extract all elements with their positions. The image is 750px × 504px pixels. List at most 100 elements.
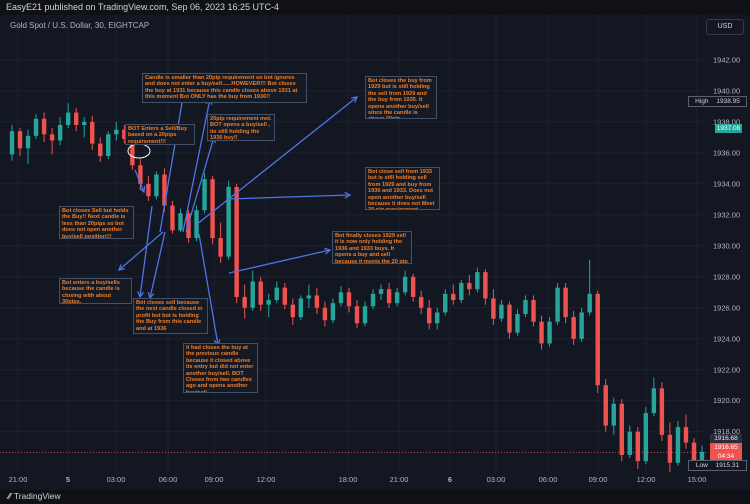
candle-body <box>547 321 552 344</box>
candle-body <box>515 313 520 333</box>
candles <box>9 103 705 472</box>
candle-body <box>467 283 472 290</box>
last-price-value: 1916.65 <box>714 444 738 451</box>
candle-body <box>338 292 344 304</box>
y-tick-label: 1926.00 <box>713 303 740 312</box>
candle-body <box>98 143 103 156</box>
x-tick-label: 06:00 <box>539 475 558 484</box>
candle-body <box>402 276 408 293</box>
candle-body <box>691 442 697 463</box>
y-tick-label: 1920.00 <box>713 396 740 405</box>
annotation-arrow-head <box>344 191 352 199</box>
candle-body <box>57 124 63 141</box>
candle-body <box>410 276 416 297</box>
footer-bar: ⁄⁄ TradingView <box>0 490 750 504</box>
countdown-value: 04:34 <box>717 453 735 460</box>
candle-body <box>146 183 151 197</box>
annotation-arrow-line <box>159 96 184 233</box>
candle-body <box>659 388 665 435</box>
x-tick-label: 21:00 <box>390 475 409 484</box>
candle-body <box>627 431 632 455</box>
y-tick-label: 1938.00 <box>713 117 740 126</box>
candle-body <box>587 293 592 313</box>
x-tick-label: 06:00 <box>159 475 178 484</box>
x-tick-label: 6 <box>448 475 452 484</box>
candle-body <box>555 287 560 322</box>
candle-body <box>675 427 681 463</box>
candle-body <box>539 321 544 344</box>
tradingview-logo-icon: ⁄⁄ <box>8 491 11 501</box>
candle-body <box>386 289 392 304</box>
candle-body <box>290 304 296 318</box>
candle-body <box>571 317 576 339</box>
annotation-arrow-line <box>149 231 166 299</box>
candle-body <box>65 112 71 125</box>
annotation-box: it had closes the buy at the previous ca… <box>183 343 258 393</box>
candle-body <box>499 304 504 319</box>
annotation-arrow-head <box>138 185 146 194</box>
candle-body <box>49 134 55 141</box>
price-axis[interactable]: 1942.00 1940.00 1938.00 1936.00 1934.00 1932.… <box>713 55 740 436</box>
x-tick-label: 21:00 <box>9 475 28 484</box>
y-tick-label: 1932.00 <box>713 210 740 219</box>
x-tick-label: 03:00 <box>107 475 126 484</box>
candle-body <box>523 300 528 314</box>
candle-body <box>73 112 79 125</box>
candle-body <box>667 434 673 463</box>
last-price-tag: 1916.65 04:34 <box>710 443 742 461</box>
candle-body <box>643 413 649 462</box>
annotation-arrow-line <box>195 96 358 226</box>
annotation-box: Bot closes the buy from 1929 but is stil… <box>365 76 437 119</box>
y-tick-label: 1934.00 <box>713 179 740 188</box>
candle-body <box>130 138 135 166</box>
candle-body <box>619 403 624 455</box>
candle-body <box>218 238 223 257</box>
candle-body <box>531 300 536 322</box>
candle-body <box>106 134 111 156</box>
time-axis[interactable]: 21:00 5 03:00 06:00 09:00 12:00 18:00 21:00 6 03:… <box>9 475 707 484</box>
x-tick-label: 15:00 <box>688 475 707 484</box>
candle-body <box>90 121 95 144</box>
current-price-tag: 1937.08 <box>715 124 742 133</box>
symbol-title[interactable]: Gold Spot / U.S. Dollar, 30, EIGHTCAP <box>10 21 150 30</box>
tradingview-logo[interactable]: ⁄⁄ TradingView <box>8 491 61 501</box>
candle-body <box>17 131 23 149</box>
candle-body <box>226 186 231 257</box>
annotation-arrow-head <box>117 264 126 271</box>
currency-button[interactable]: USD <box>706 19 744 35</box>
tradingview-logo-text: TradingView <box>13 491 61 501</box>
high-value: 1938.95 <box>716 98 740 105</box>
candle-body <box>178 213 183 231</box>
candle-body <box>370 293 376 307</box>
low-value: 1915.31 <box>715 462 740 469</box>
x-tick-label: 03:00 <box>487 475 506 484</box>
candle-body <box>234 186 239 297</box>
candle-body <box>330 303 336 321</box>
candle-body <box>298 298 304 318</box>
candle-body <box>122 129 127 139</box>
candle-body <box>346 292 352 307</box>
annotation-box: Bot closes Sell but holds the Buy!! Next… <box>59 206 134 239</box>
annotation-arrow-line <box>185 136 215 233</box>
candle-body <box>306 295 312 299</box>
candle-body <box>418 296 424 308</box>
y-tick-label: 1924.00 <box>713 334 740 343</box>
annotation-box: Bot close sell from 1933 but is still ho… <box>365 167 440 210</box>
candle-body <box>154 174 159 197</box>
candle-body <box>138 165 143 184</box>
candle-body <box>491 298 496 319</box>
candle-body <box>603 385 608 426</box>
candle-body <box>579 312 584 339</box>
high-price-tag: High 1938.95 <box>688 96 747 107</box>
x-tick-label: 5 <box>66 475 70 484</box>
candle-body <box>242 296 247 308</box>
annotation-arrow-line <box>134 169 145 193</box>
candle-body <box>170 205 175 231</box>
candle-body <box>210 179 215 239</box>
candle-body <box>25 135 31 149</box>
candle-body <box>427 307 432 324</box>
candle-body <box>595 293 600 386</box>
candle-body <box>651 388 657 414</box>
x-tick-label: 12:00 <box>637 475 656 484</box>
annotation-arrow-head <box>350 96 359 103</box>
